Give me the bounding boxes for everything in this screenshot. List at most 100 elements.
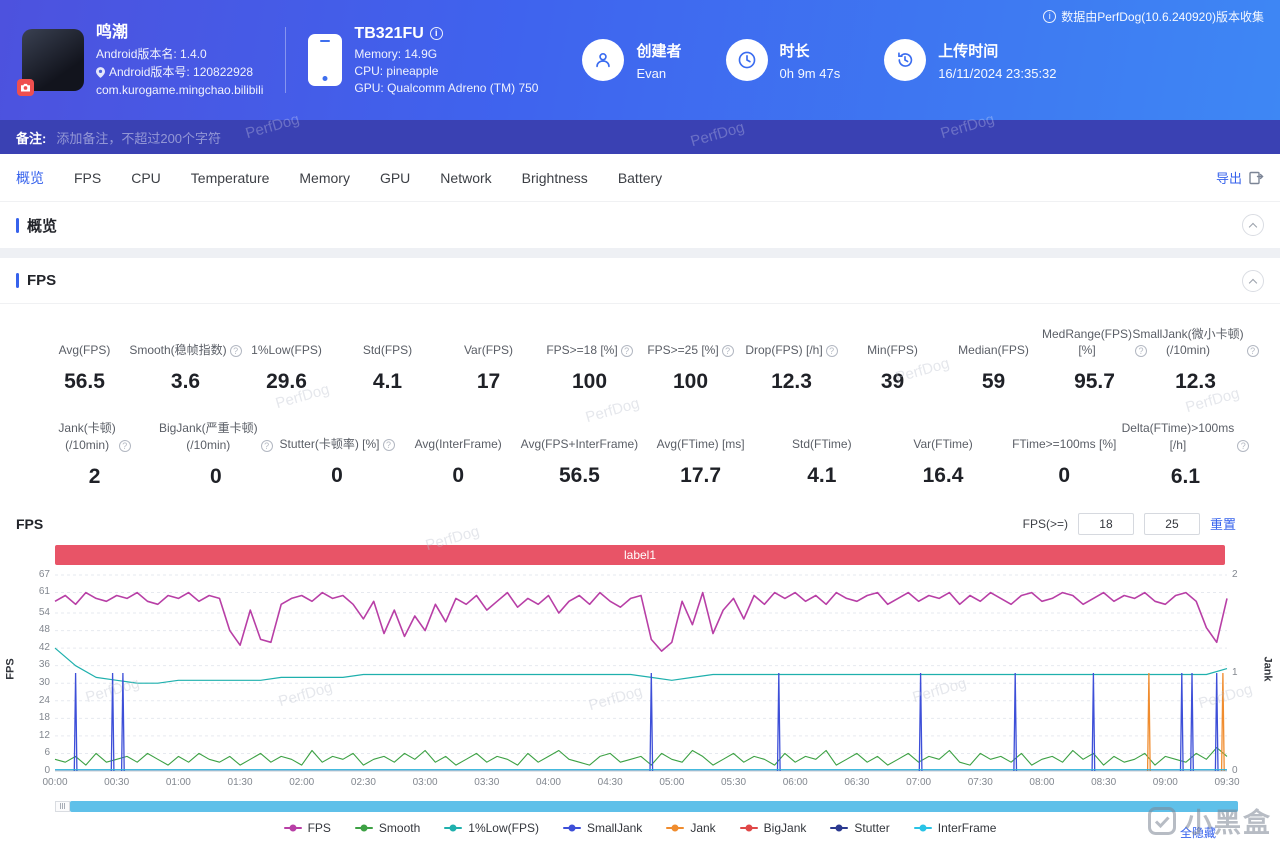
legend-marker bbox=[830, 826, 849, 829]
legend-marker bbox=[739, 826, 758, 829]
jank-axis-tick: 1 bbox=[1232, 666, 1238, 678]
help-icon[interactable]: ? bbox=[118, 439, 131, 452]
tab-fps[interactable]: FPS bbox=[74, 169, 102, 186]
header-divider bbox=[285, 27, 287, 93]
app-package: com.kurogame.mingchao.bilibili bbox=[96, 83, 264, 97]
upload-time-label: 上传时间 bbox=[938, 42, 999, 60]
metric-cell: BigJank(严重卡顿) (/10min)? 0 bbox=[155, 420, 276, 488]
metric-value: 95.7 bbox=[1074, 370, 1115, 394]
help-icon[interactable]: ? bbox=[825, 345, 838, 357]
metric-label: Drop(FPS) [/h] bbox=[745, 342, 823, 357]
metric-label: FPS>=18 [%] bbox=[546, 342, 618, 357]
y-axis-tick: 48 bbox=[38, 624, 50, 636]
x-axis-tick: 02:30 bbox=[350, 776, 376, 788]
metric-cell: Std(FTime) 4.1 bbox=[761, 420, 882, 488]
metric-label: Smooth(稳帧指数) bbox=[129, 342, 227, 357]
metric-value: 17 bbox=[476, 370, 501, 393]
legend-item-smalljank[interactable]: SmallJank bbox=[562, 821, 642, 835]
chart-scrollbar[interactable] bbox=[55, 800, 1238, 812]
x-axis-tick: 04:00 bbox=[535, 776, 561, 788]
upload-time-block: 上传时间 16/11/2024 23:35:32 bbox=[884, 39, 1057, 81]
section-overview-title: 概览 bbox=[27, 217, 58, 235]
collapse-button-fps[interactable] bbox=[1242, 269, 1264, 292]
info-icon[interactable]: i bbox=[1043, 10, 1057, 23]
legend-item-bigjank[interactable]: BigJank bbox=[739, 820, 807, 835]
reset-button[interactable]: 重置 bbox=[1209, 517, 1236, 533]
x-axis-tick: 05:00 bbox=[659, 776, 685, 788]
chart-plot-area[interactable] bbox=[54, 574, 1228, 772]
tab-overview[interactable]: 概览 bbox=[16, 169, 44, 186]
metric-value: 100 bbox=[571, 370, 608, 393]
chevron-up-icon bbox=[1248, 278, 1258, 287]
help-icon[interactable]: ? bbox=[620, 345, 633, 357]
fps-threshold-max-input[interactable] bbox=[1143, 512, 1200, 535]
metric-cell: SmallJank(微小卡顿) (/10min)? 12.3 bbox=[1132, 326, 1259, 394]
fps-threshold-min-input[interactable] bbox=[1077, 512, 1134, 535]
collector-note: i 数据由PerfDog(10.6.240920)版本收集 bbox=[1043, 8, 1264, 25]
tab-brightness[interactable]: Brightness bbox=[521, 169, 588, 186]
x-axis-tick: 06:00 bbox=[782, 776, 808, 788]
y-axis-tick: 36 bbox=[38, 659, 50, 671]
y-axis-label-fps: FPS bbox=[4, 658, 17, 680]
tab-temperature[interactable]: Temperature bbox=[190, 169, 270, 186]
metric-cell: Median(FPS) 59 bbox=[943, 326, 1044, 394]
scrollbar-thumb[interactable] bbox=[70, 800, 1238, 812]
tab-network[interactable]: Network bbox=[440, 169, 492, 186]
metric-cell: Avg(FPS+InterFrame) 56.5 bbox=[519, 420, 640, 488]
tab-battery[interactable]: Battery bbox=[617, 169, 663, 186]
metric-label: SmallJank(微小卡顿) (/10min) bbox=[1132, 327, 1244, 358]
legend-item-fps[interactable]: FPS bbox=[283, 821, 331, 835]
camera-badge-icon bbox=[17, 79, 34, 96]
legend-item-stutter[interactable]: Stutter bbox=[830, 821, 890, 835]
x-axis-tick: 09:30 bbox=[1214, 776, 1240, 788]
metric-cell: Jank(卡顿) (/10min)? 2 bbox=[34, 420, 155, 488]
scrollbar-grip[interactable] bbox=[55, 800, 70, 812]
export-icon bbox=[1248, 170, 1264, 186]
legend-item-interframe[interactable]: InterFrame bbox=[913, 821, 996, 835]
app-icon bbox=[17, 29, 84, 96]
x-axis-tick: 06:30 bbox=[844, 776, 870, 788]
legend-label: BigJank bbox=[763, 820, 807, 835]
tab-memory[interactable]: Memory bbox=[299, 169, 350, 186]
help-icon[interactable]: ? bbox=[721, 345, 734, 357]
chart-label1-banner[interactable]: label1 bbox=[55, 544, 1225, 565]
help-icon[interactable]: ? bbox=[229, 345, 242, 357]
x-axis-tick: 01:00 bbox=[165, 776, 191, 788]
metric-value: 0 bbox=[452, 464, 465, 488]
metric-value: 12.3 bbox=[771, 370, 812, 393]
app-version-code: Android版本号: 120822928 bbox=[109, 65, 254, 79]
export-button[interactable]: 导出 bbox=[1216, 168, 1264, 187]
help-icon[interactable]: ? bbox=[382, 439, 395, 452]
metric-label: FPS>=25 [%] bbox=[647, 342, 719, 357]
note-input[interactable]: 添加备注，不超过200个字符 bbox=[56, 130, 222, 146]
help-icon[interactable]: ? bbox=[1135, 345, 1148, 358]
legend-marker bbox=[444, 826, 463, 829]
app-version-name: Android版本名: 1.4.0 bbox=[96, 47, 207, 61]
jank-axis-tick: 0 bbox=[1232, 764, 1238, 776]
legend-item-jank[interactable]: Jank bbox=[666, 821, 716, 835]
legend-item-smooth[interactable]: Smooth bbox=[354, 821, 420, 835]
metric-cell: Avg(FPS) 56.5 bbox=[34, 326, 135, 394]
creator-label: 创建者 bbox=[636, 42, 682, 60]
upload-time-value: 16/11/2024 23:35:32 bbox=[938, 65, 1057, 81]
help-icon[interactable]: ? bbox=[1237, 439, 1250, 452]
tab-gpu[interactable]: GPU bbox=[379, 169, 411, 186]
help-icon[interactable]: ? bbox=[260, 439, 273, 452]
device-model: TB321FU bbox=[354, 25, 424, 43]
help-icon[interactable]: ? bbox=[1246, 345, 1259, 358]
metric-label: Delta(FTime)>100ms [/h] bbox=[1121, 421, 1235, 452]
legend-item-1-low-fps-[interactable]: 1%Low(FPS) bbox=[444, 821, 539, 835]
y-axis-tick: 54 bbox=[38, 606, 50, 618]
hide-all-link[interactable]: 全隐藏 bbox=[1179, 825, 1216, 840]
phone-icon bbox=[308, 33, 343, 86]
tab-cpu[interactable]: CPU bbox=[131, 169, 161, 186]
metric-label: Std(FPS) bbox=[362, 342, 413, 357]
x-axis-tick: 00:00 bbox=[42, 776, 68, 788]
metric-label: Avg(InterFrame) bbox=[414, 437, 502, 452]
device-info-icon[interactable]: i bbox=[429, 27, 443, 41]
collector-note-text: 数据由PerfDog(10.6.240920)版本收集 bbox=[1061, 10, 1264, 24]
collapse-button-overview[interactable] bbox=[1242, 214, 1264, 236]
metric-cell: FTime>=100ms [%] 0 bbox=[1004, 420, 1125, 488]
report-header: i 数据由PerfDog(10.6.240920)版本收集 鸣潮 Android… bbox=[0, 0, 1280, 120]
metric-value: 100 bbox=[672, 370, 709, 393]
